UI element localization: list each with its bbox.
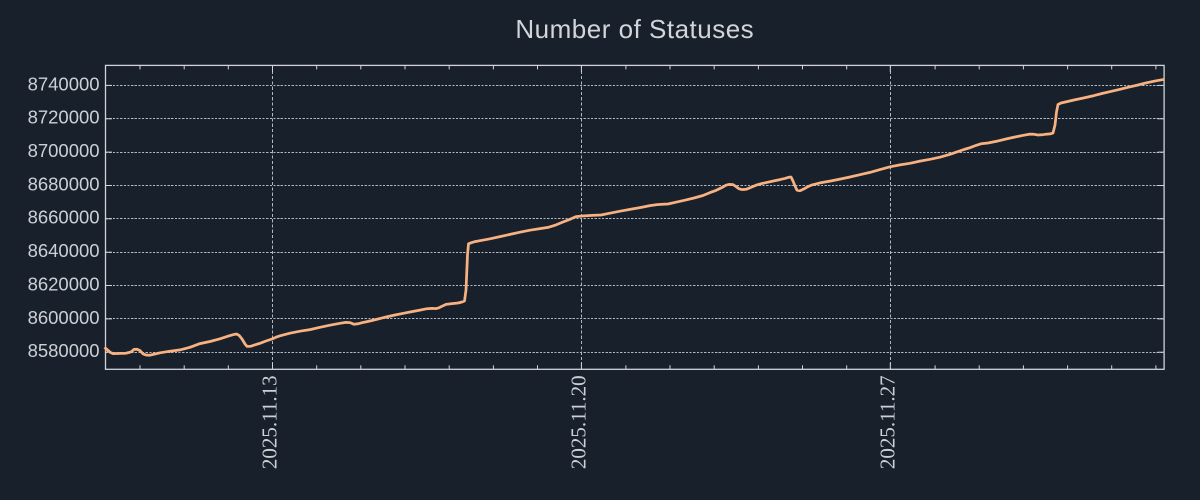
svg-text:8660000: 8660000 [28,207,100,228]
svg-text:8580000: 8580000 [28,340,100,361]
svg-text:8720000: 8720000 [28,107,100,128]
svg-text:8640000: 8640000 [28,240,100,261]
svg-text:2025.11.27: 2025.11.27 [875,375,899,469]
svg-text:8620000: 8620000 [28,273,100,294]
svg-text:8680000: 8680000 [28,173,100,194]
svg-text:2025.11.20: 2025.11.20 [566,375,590,469]
svg-text:8700000: 8700000 [28,140,100,161]
svg-text:8740000: 8740000 [28,73,100,94]
svg-text:Number of Statuses: Number of Statuses [515,14,754,44]
svg-text:8600000: 8600000 [28,307,100,328]
svg-text:2025.11.13: 2025.11.13 [258,375,282,469]
